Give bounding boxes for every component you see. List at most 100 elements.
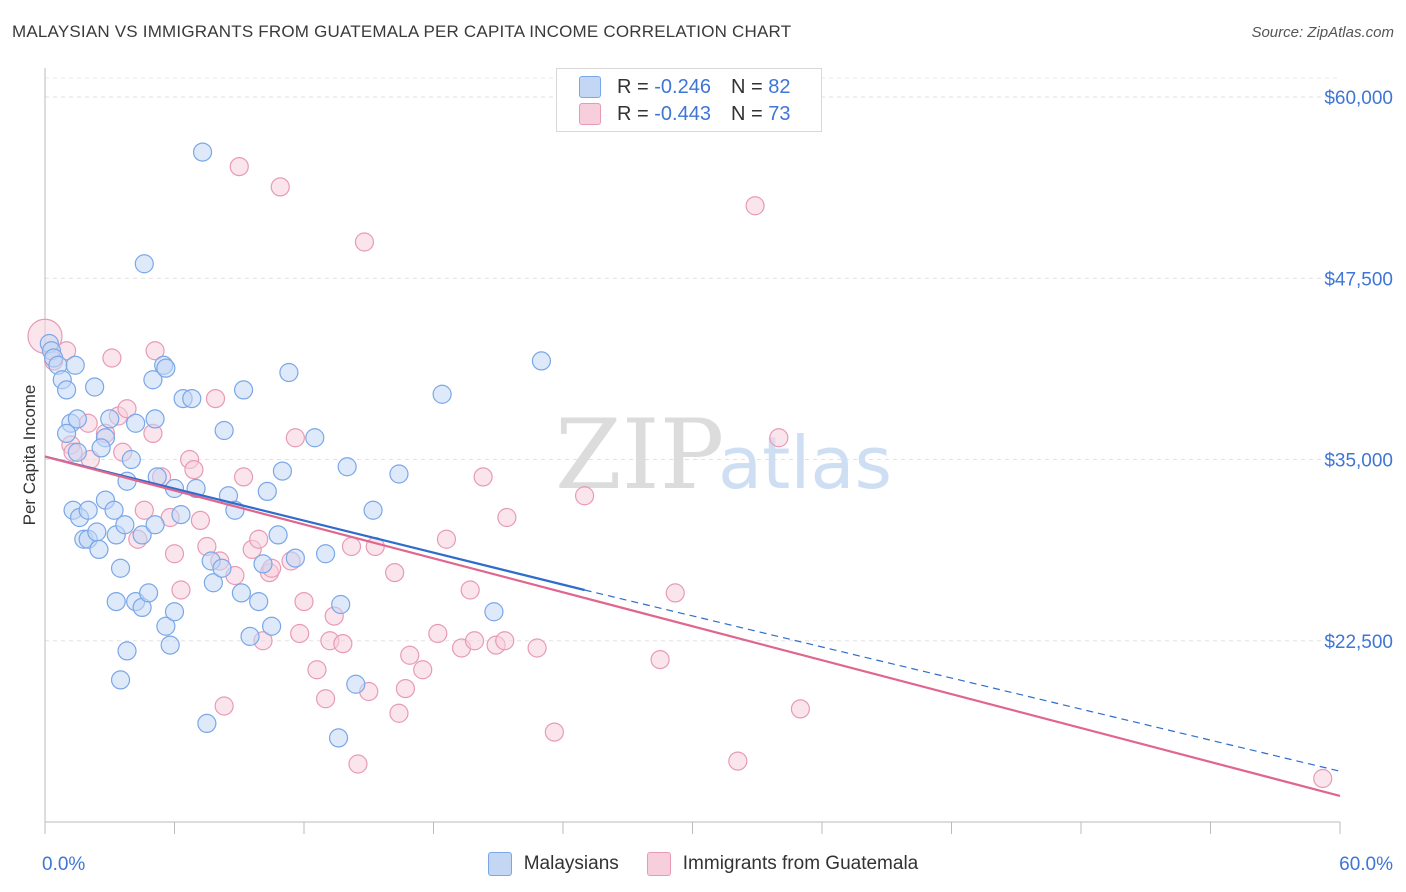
malaysian-point [337, 457, 357, 477]
trend-lines [44, 455, 1341, 797]
x-tick-label-min: 0.0% [42, 854, 85, 875]
guatemala-point [389, 703, 409, 723]
malaysian-point [56, 380, 77, 400]
watermark: ZIP atlas [555, 399, 892, 511]
malaysian-point [85, 377, 105, 397]
legend-r-value: -0.246 [654, 75, 711, 98]
guatemala-point [294, 591, 314, 612]
legend-swatch-pink [646, 852, 671, 876]
guatemala-point [650, 649, 670, 670]
malaysian-point [145, 515, 165, 535]
guatemala-point [233, 467, 254, 487]
malaysian-point [56, 423, 77, 443]
malaysian-point [257, 481, 277, 501]
guatemala-point [315, 689, 336, 709]
malaysian-point [117, 641, 137, 661]
malaysians-trend-line [44, 455, 585, 592]
malaysian-point [331, 594, 351, 615]
malaysian-point [106, 591, 126, 612]
legend-row-guatemala: R = -0.443 N = 73 [579, 102, 790, 126]
malaysian-point [389, 464, 409, 484]
guatemala-point [395, 678, 416, 699]
malaysian-point [268, 525, 288, 545]
guatemala-point [190, 510, 210, 531]
malaysian-point [285, 548, 305, 568]
x-tick-label-max: 60.0% [1339, 854, 1393, 875]
guatemala-point [769, 428, 789, 448]
guatemala-point [464, 631, 485, 651]
malaysian-point [531, 351, 552, 371]
guatemala-point [205, 389, 226, 409]
guatemala-point [307, 660, 327, 680]
legend-item-malaysians[interactable]: Malaysians [487, 852, 619, 876]
guatemala-point [333, 634, 353, 654]
malaysian-point [164, 602, 185, 622]
malaysian-point [197, 713, 217, 734]
guatemala-point [497, 507, 517, 528]
guatemala-point [460, 580, 480, 600]
malaysian-point [145, 409, 165, 429]
guatemala-point [473, 467, 493, 487]
guatemala-point [229, 157, 249, 177]
series-malaysians-points [39, 142, 552, 748]
malaysian-point [115, 515, 135, 535]
guatemala-point [428, 623, 448, 644]
malaysian-point [121, 449, 141, 470]
source-label: Source: ZipAtlas.com [1251, 24, 1394, 41]
guatemala-point [145, 341, 165, 361]
malaysian-point [78, 500, 98, 520]
malaysian-point [203, 573, 223, 593]
guatemala-point [290, 623, 310, 644]
malaysian-point [132, 525, 152, 545]
legend-r-value: -0.443 [654, 102, 711, 125]
tick-labels: $22,500 $35,000 $47,500 $60,000 0.0% 60.0% [42, 88, 1393, 875]
legend-n-value: 82 [768, 75, 791, 98]
guatemala-point [544, 722, 564, 742]
malaysian-point [240, 626, 260, 647]
legend-item-guatemala[interactable]: Immigrants from Guatemala [646, 852, 918, 876]
guatemala-point [134, 500, 154, 520]
watermark-atlas: atlas [718, 421, 892, 505]
malaysian-point [262, 616, 282, 636]
legend-label-malaysians: Malaysians [523, 853, 619, 874]
malaysian-point [484, 602, 504, 622]
guatemala-point [790, 699, 811, 719]
malaysian-point [346, 674, 366, 694]
malaysian-point [231, 583, 252, 603]
malaysian-point [139, 583, 159, 603]
guatemala-point [1313, 768, 1333, 789]
y-tick-label: $35,000 [1324, 451, 1393, 472]
malaysian-point [87, 522, 107, 542]
malaysian-point [432, 384, 452, 404]
y-tick-label: $47,500 [1324, 269, 1393, 290]
guatemala-point [214, 696, 234, 716]
legend-r-label: R = [617, 102, 649, 125]
malaysian-point [171, 504, 191, 525]
malaysian-point [249, 591, 269, 612]
malaysian-point [212, 558, 232, 578]
guatemala-point [102, 348, 122, 368]
y-tick-label: $22,500 [1324, 632, 1393, 653]
malaysian-point [143, 370, 163, 390]
malaysian-point [156, 616, 176, 636]
guatemala-point [728, 751, 748, 771]
legend-n-label: N = [730, 75, 763, 98]
series-legend: Malaysians Immigrants from Guatemala [0, 850, 1406, 878]
legend-swatch-pink [579, 103, 601, 125]
malaysian-point [192, 142, 213, 162]
legend-swatch-blue [487, 852, 512, 876]
guatemala-point [665, 583, 685, 603]
legend-r-label: R = [617, 75, 649, 98]
malaysian-point [328, 728, 349, 748]
y-tick-label: $60,000 [1324, 88, 1393, 109]
guatemala-point [117, 399, 137, 419]
malaysian-point [65, 355, 85, 375]
legend-swatch-blue [579, 76, 601, 98]
guatemala-point [574, 486, 595, 506]
malaysian-point [305, 428, 325, 448]
guatemala-point [341, 536, 362, 557]
malaysian-point [134, 254, 154, 274]
malaysian-point [279, 362, 299, 383]
guatemala-point [285, 428, 305, 448]
legend-row-malaysians: R = -0.246 N = 82 [579, 75, 790, 99]
